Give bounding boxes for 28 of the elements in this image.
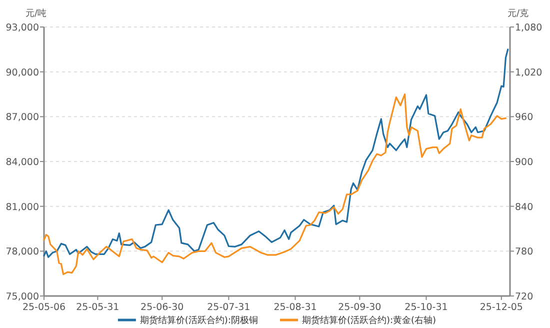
y-tick-label: 78,000 — [6, 246, 39, 258]
x-tick-label: 25-09-30 — [338, 302, 382, 313]
y-tick-label: 87,000 — [6, 112, 39, 124]
y-tick-label: 93,000 — [6, 22, 39, 34]
y-axis-title: 元/吨 — [25, 8, 47, 19]
x-tick-label: 25-05-31 — [76, 302, 120, 313]
legend-label: 期货结算价(活跃合约):阴极铜 — [140, 315, 258, 326]
x-tick-label: 25-05-06 — [22, 302, 66, 313]
y2-tick-label: 1,080 — [515, 22, 542, 34]
y2-tick-label: 1,020 — [515, 67, 542, 78]
x-tick-label: 25-10-31 — [404, 302, 448, 313]
y-tick-label: 84,000 — [6, 157, 39, 168]
y2-tick-label: 780 — [515, 246, 534, 258]
y2-tick-label: 960 — [515, 112, 534, 124]
x-tick-label: 25-07-31 — [207, 302, 250, 313]
y-tick-label: 75,000 — [6, 292, 39, 302]
x-tick-label: 25-06-30 — [140, 302, 184, 313]
line-series — [43, 48, 509, 258]
y2-tick-label: 840 — [515, 202, 534, 213]
y-tick-label: 90,000 — [6, 67, 39, 78]
x-tick-label: 25-12-05 — [480, 302, 523, 313]
legend-label: 期货结算价(活跃合约):黄金(右轴) — [302, 315, 436, 326]
y-tick-label: 81,000 — [6, 202, 39, 213]
line-series — [43, 93, 507, 276]
y2-tick-label: 720 — [515, 292, 534, 302]
y2-axis-title: 元/克 — [507, 8, 529, 19]
x-tick-label: 25-08-31 — [274, 302, 317, 313]
y2-tick-label: 900 — [515, 157, 534, 168]
